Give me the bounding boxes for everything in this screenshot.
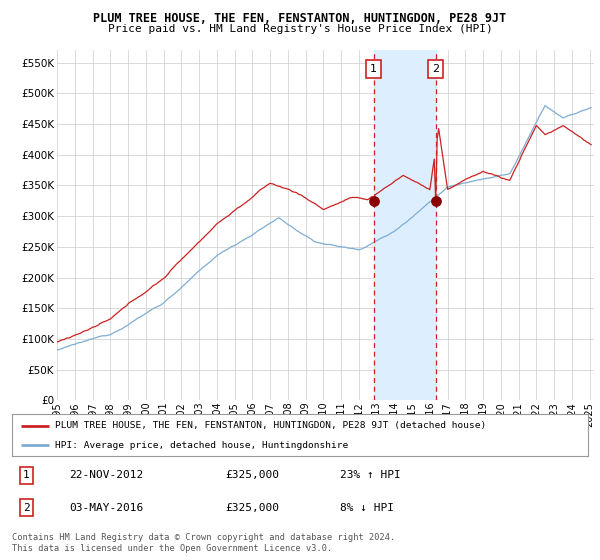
Text: 1: 1 bbox=[23, 470, 30, 480]
Text: PLUM TREE HOUSE, THE FEN, FENSTANTON, HUNTINGDON, PE28 9JT: PLUM TREE HOUSE, THE FEN, FENSTANTON, HU… bbox=[94, 12, 506, 25]
Text: Price paid vs. HM Land Registry's House Price Index (HPI): Price paid vs. HM Land Registry's House … bbox=[107, 24, 493, 34]
Text: 2: 2 bbox=[432, 64, 439, 74]
Text: Contains HM Land Registry data © Crown copyright and database right 2024.
This d: Contains HM Land Registry data © Crown c… bbox=[12, 533, 395, 553]
Text: HPI: Average price, detached house, Huntingdonshire: HPI: Average price, detached house, Hunt… bbox=[55, 441, 349, 450]
Point bbox=[369, 197, 379, 206]
Text: 8% ↓ HPI: 8% ↓ HPI bbox=[340, 503, 394, 513]
Point bbox=[431, 197, 440, 206]
Text: 23% ↑ HPI: 23% ↑ HPI bbox=[340, 470, 401, 480]
Text: £325,000: £325,000 bbox=[225, 470, 279, 480]
Text: 22-NOV-2012: 22-NOV-2012 bbox=[70, 470, 144, 480]
Text: 1: 1 bbox=[370, 64, 377, 74]
Text: £325,000: £325,000 bbox=[225, 503, 279, 513]
Text: 03-MAY-2016: 03-MAY-2016 bbox=[70, 503, 144, 513]
Text: 2: 2 bbox=[23, 503, 30, 513]
Bar bbox=[374, 50, 436, 400]
Text: PLUM TREE HOUSE, THE FEN, FENSTANTON, HUNTINGDON, PE28 9JT (detached house): PLUM TREE HOUSE, THE FEN, FENSTANTON, HU… bbox=[55, 421, 487, 430]
